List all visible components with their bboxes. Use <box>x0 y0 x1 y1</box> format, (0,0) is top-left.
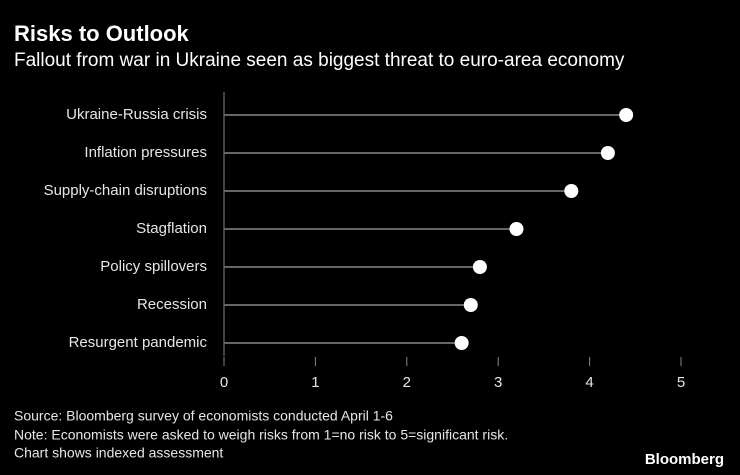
x-tick-label: 1 <box>311 374 319 391</box>
x-tick-label: 5 <box>677 374 685 391</box>
x-tick-label: 2 <box>403 374 411 391</box>
dot <box>509 222 524 236</box>
note: Chart shows indexed assessment <box>14 445 223 461</box>
y-tick-label: Stagflation <box>136 220 207 237</box>
dot <box>454 336 469 350</box>
chart-subtitle: Fallout from war in Ukraine seen as bigg… <box>14 50 625 71</box>
x-tick-label: 0 <box>220 374 228 391</box>
dot <box>600 146 615 160</box>
dot <box>619 108 634 122</box>
y-tick-label: Resurgent pandemic <box>69 334 208 351</box>
dot <box>472 260 487 274</box>
y-tick-label: Inflation pressures <box>84 144 207 161</box>
source: Source: Bloomberg survey of economists c… <box>14 408 393 424</box>
brand: Bloomberg <box>645 451 724 468</box>
note: Note: Economists were asked to weigh ris… <box>14 427 508 443</box>
x-tick-label: 3 <box>494 374 502 391</box>
y-tick-label: Recession <box>137 296 207 313</box>
y-tick-label: Supply-chain disruptions <box>44 182 207 199</box>
x-tick-label: 4 <box>585 374 593 391</box>
y-tick-label: Ukraine-Russia crisis <box>66 106 207 123</box>
chart-title: Risks to Outlook <box>14 21 190 46</box>
dot <box>463 298 478 312</box>
y-tick-label: Policy spillovers <box>100 258 207 275</box>
dot <box>564 184 579 198</box>
